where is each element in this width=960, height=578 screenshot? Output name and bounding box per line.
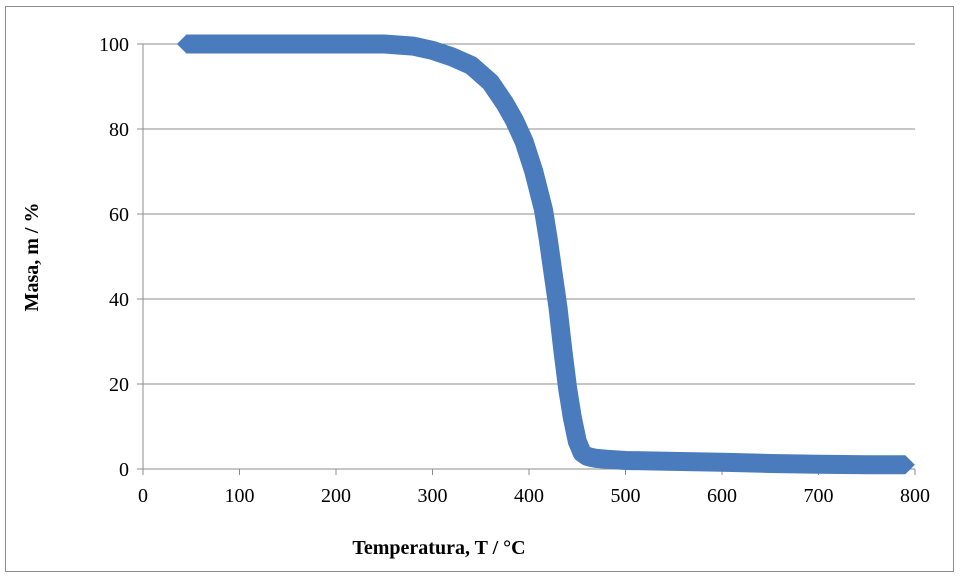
x-tick-label: 800	[900, 485, 930, 507]
x-tick-label: 100	[225, 485, 255, 507]
y-tick-label: 100	[99, 34, 129, 56]
y-axis-title: Masa, m / %	[21, 203, 43, 312]
y-tick-label: 20	[109, 374, 129, 396]
x-tick-label: 0	[138, 485, 148, 507]
series-endpoint-marker	[176, 34, 196, 54]
tga-chart: 0 20 40 60 80 100 0 100 200 300 400 500 600 700 800 Te…	[21, 34, 930, 559]
series-endpoint-marker	[895, 455, 915, 475]
x-tick-label: 400	[514, 485, 544, 507]
x-tick-label: 300	[418, 485, 448, 507]
x-axis-title: Temperatura, T / °C	[352, 537, 525, 559]
y-tick-label: 40	[109, 289, 129, 311]
axes	[137, 43, 916, 475]
x-tick-label: 700	[804, 485, 834, 507]
y-tick-label: 0	[119, 459, 129, 481]
x-tick-label: 600	[707, 485, 737, 507]
series-layer	[176, 34, 915, 475]
tick-labels: 0 20 40 60 80 100 0 100 200 300 400 500 600 700 800	[99, 34, 930, 507]
y-tick-label: 60	[109, 204, 129, 226]
series-line	[186, 34, 906, 475]
grid-lines	[143, 43, 915, 385]
x-tick-label: 500	[611, 485, 641, 507]
x-tick-label: 200	[321, 485, 351, 507]
chart-frame: 0 20 40 60 80 100 0 100 200 300 400 500 600 700 800 Te…	[5, 6, 954, 572]
y-tick-label: 80	[109, 119, 129, 141]
